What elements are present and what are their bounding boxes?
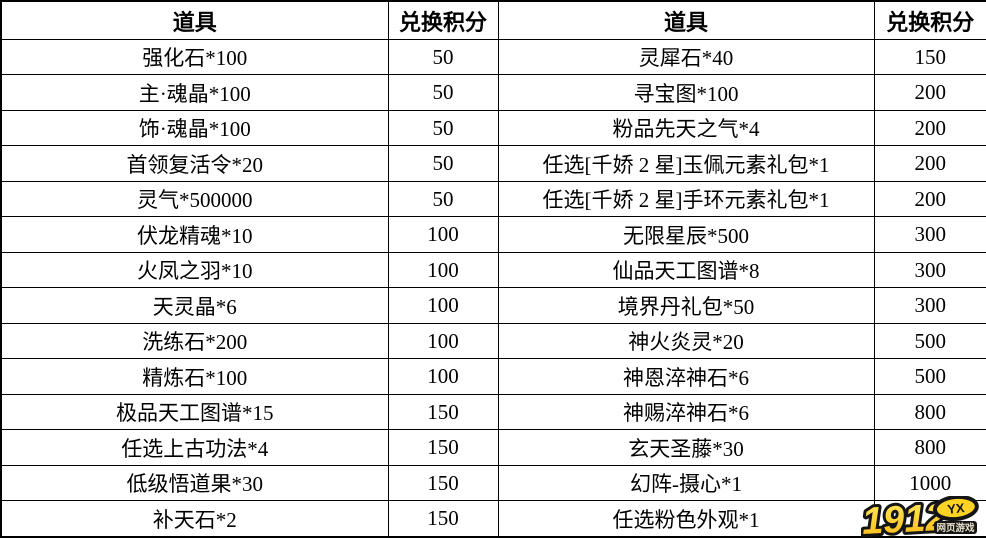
logo-badge-ellipse [932, 496, 979, 522]
points-cell: 150 [387, 393, 499, 431]
table-row: 精炼石*100 100 神恩淬神石*6 500 [0, 358, 986, 395]
points-cell: 200 [873, 74, 986, 111]
item-cell: 任选上古功法*4 [0, 429, 389, 466]
points-cell: 500 [873, 322, 986, 360]
item-cell: 玄天圣藤*30 [497, 429, 875, 466]
item-cell: 任选[千娇 2 星]玉佩元素礼包*1 [497, 145, 875, 182]
points-cell: 800 [873, 393, 986, 431]
points-cell: 200 [873, 145, 986, 182]
item-cell: 神火炎灵*20 [497, 322, 875, 360]
item-cell: 灵气*500000 [0, 180, 389, 218]
watermark-logo-graphic: 1912 YX 网页游戏 [861, 496, 979, 538]
item-cell: 火凤之羽*10 [0, 251, 389, 289]
points-cell: 50 [387, 145, 499, 182]
item-cell: 灵犀石*40 [497, 38, 875, 76]
points-cell: 300 [873, 216, 986, 253]
points-cell: 150 [387, 464, 499, 502]
table-row: 强化石*100 50 灵犀石*40 150 [0, 38, 986, 76]
logo-brand-text: 1912 [861, 497, 948, 538]
table-row: 任选上古功法*4 150 玄天圣藤*30 800 [0, 429, 986, 466]
item-cell: 粉品先天之气*4 [497, 109, 875, 147]
item-cell: 精炼石*100 [0, 358, 389, 395]
column-header-item-left: 道具 [0, 0, 389, 40]
points-cell: 100 [387, 251, 499, 289]
item-cell: 补天石*2 [0, 500, 389, 538]
table-row: 低级悟道果*30 150 幻阵-摄心*1 1000 [0, 464, 986, 502]
item-cell: 饰·魂晶*100 [0, 109, 389, 147]
points-cell: 100 [387, 358, 499, 395]
points-cell: 100 [387, 287, 499, 324]
item-cell: 主·魂晶*100 [0, 74, 389, 111]
table-row: 补天石*2 150 任选粉色外观*1 [0, 500, 986, 538]
table-row: 灵气*500000 50 任选[千娇 2 星]手环元素礼包*1 200 [0, 180, 986, 218]
item-cell: 神赐淬神石*6 [497, 393, 875, 431]
item-cell: 低级悟道果*30 [0, 464, 389, 502]
item-cell: 神恩淬神石*6 [497, 358, 875, 395]
item-cell: 寻宝图*100 [497, 74, 875, 111]
table-body: 强化石*100 50 灵犀石*40 150 主·魂晶*100 50 寻宝图*100 200 饰·… [0, 38, 986, 538]
item-cell: 任选[千娇 2 星]手环元素礼包*1 [497, 180, 875, 218]
item-cell: 极品天工图谱*15 [0, 393, 389, 431]
item-cell: 幻阵-摄心*1 [497, 464, 875, 502]
points-cell: 300 [873, 287, 986, 324]
header-row: 道具 兑换积分 道具 兑换积分 [0, 0, 986, 40]
table-row: 伏龙精魂*10 100 无限星辰*500 300 [0, 216, 986, 253]
column-header-points-right: 兑换积分 [873, 0, 986, 40]
points-cell: 100 [387, 322, 499, 360]
points-cell: 200 [873, 180, 986, 218]
points-cell: 500 [873, 358, 986, 395]
column-header-points-left: 兑换积分 [387, 0, 499, 40]
item-cell: 无限星辰*500 [497, 216, 875, 253]
column-header-item-right: 道具 [497, 0, 875, 40]
points-cell: 100 [387, 216, 499, 253]
table-row: 饰·魂晶*100 50 粉品先天之气*4 200 [0, 109, 986, 147]
points-cell: 50 [387, 180, 499, 218]
points-cell: 50 [387, 74, 499, 111]
logo-caption-text: 网页游戏 [936, 522, 975, 534]
logo-badge-text: YX [947, 500, 966, 517]
points-cell: 150 [387, 500, 499, 538]
table-row: 首领复活令*20 50 任选[千娇 2 星]玉佩元素礼包*1 200 [0, 145, 986, 182]
points-cell: 50 [387, 109, 499, 147]
points-cell: 50 [387, 38, 499, 76]
item-cell: 天灵晶*6 [0, 287, 389, 324]
item-cell: 伏龙精魂*10 [0, 216, 389, 253]
table-row: 天灵晶*6 100 境界丹礼包*50 300 [0, 287, 986, 324]
points-cell: 800 [873, 429, 986, 466]
item-cell: 仙品天工图谱*8 [497, 251, 875, 289]
item-cell: 洗练石*200 [0, 322, 389, 360]
table-row: 洗练石*200 100 神火炎灵*20 500 [0, 322, 986, 360]
item-cell: 强化石*100 [0, 38, 389, 76]
item-cell: 境界丹礼包*50 [497, 287, 875, 324]
table-row: 极品天工图谱*15 150 神赐淬神石*6 800 [0, 393, 986, 431]
item-cell: 首领复活令*20 [0, 145, 389, 182]
table-row: 火凤之羽*10 100 仙品天工图谱*8 300 [0, 251, 986, 289]
logo-caption-box [934, 521, 977, 534]
item-cell: 任选粉色外观*1 [497, 500, 875, 538]
points-cell: 150 [387, 429, 499, 466]
points-cell: 200 [873, 109, 986, 147]
points-cell: 150 [873, 38, 986, 76]
watermark-logo: 1912 YX 网页游戏 [861, 496, 979, 538]
table-row: 主·魂晶*100 50 寻宝图*100 200 [0, 74, 986, 111]
points-cell: 1000 [873, 464, 986, 502]
points-cell: 300 [873, 251, 986, 289]
